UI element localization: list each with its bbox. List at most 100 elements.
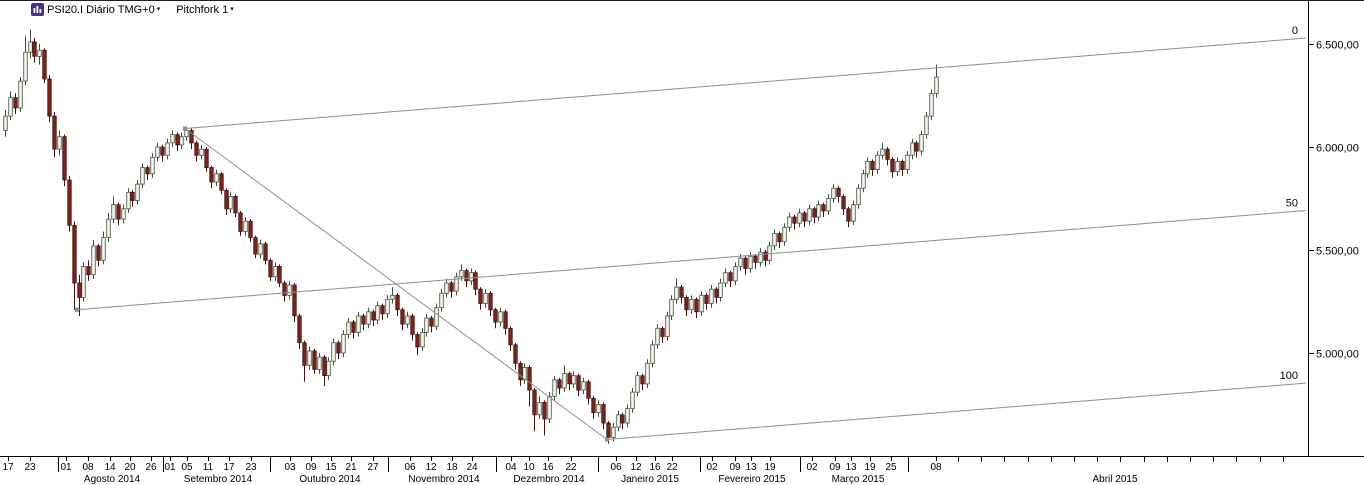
candle-body: [831, 187, 836, 199]
candle-body: [576, 375, 581, 391]
candle-body: [371, 311, 376, 321]
candle-body: [469, 272, 474, 282]
candle-body: [841, 195, 846, 210]
candle-body: [361, 315, 366, 325]
candle-body: [214, 173, 219, 183]
candle-body: [302, 342, 307, 366]
candle-body: [145, 167, 150, 175]
candle-body: [812, 208, 817, 218]
candle-body: [718, 282, 723, 298]
candle-body: [836, 187, 841, 197]
candle-body: [856, 187, 861, 206]
candle-body: [62, 136, 67, 181]
chevron-down-icon: ▾: [230, 6, 234, 13]
candle-body: [895, 160, 900, 173]
day-tick-label: 12: [630, 462, 642, 473]
candle-body: [596, 404, 601, 414]
day-tick-label: 16: [542, 462, 554, 473]
candle-body: [86, 266, 91, 276]
day-tick-label: 17: [223, 462, 235, 473]
candle-body: [919, 134, 924, 152]
candle-body: [434, 307, 439, 327]
pitchfork: [75, 37, 1307, 442]
day-tick-label: 27: [367, 462, 379, 473]
candle-body: [8, 97, 13, 117]
candle-body: [356, 315, 361, 333]
candle-body: [273, 266, 278, 278]
candle-body: [547, 395, 552, 420]
candle-body: [258, 243, 263, 255]
candle-body: [81, 266, 86, 298]
day-tick-label: 09: [829, 462, 841, 473]
candle-body: [714, 288, 719, 298]
candle-body: [709, 288, 714, 304]
candle-body: [57, 136, 62, 150]
pitchfork-level-label: 50: [1286, 198, 1298, 210]
pitchfork-lower-line: [606, 382, 1307, 440]
candle-body: [140, 167, 145, 185]
candle-body: [204, 148, 209, 169]
candle-body: [219, 173, 224, 191]
candle-body: [522, 366, 527, 381]
candles-layer: [3, 29, 939, 444]
candle-body: [282, 282, 287, 296]
candle-body: [537, 401, 542, 416]
candle-body: [767, 245, 772, 261]
candle-body: [640, 375, 645, 385]
indicator-dropdown[interactable]: Pitchfork 1 ▾: [176, 4, 233, 16]
candle-body: [777, 233, 782, 243]
candle-body: [96, 245, 101, 261]
candle-body: [665, 315, 670, 337]
candle-body: [405, 315, 410, 325]
day-tick-label: 20: [124, 462, 136, 473]
day-tick-label: 23: [245, 462, 257, 473]
candle-body: [635, 375, 640, 393]
candle-body: [758, 251, 763, 263]
pitchfork-level-label: 100: [1280, 370, 1298, 382]
price-axis-label: 5.000,00: [1316, 349, 1359, 361]
candle-body: [679, 286, 684, 298]
candle-body: [439, 292, 444, 309]
candle-body: [28, 41, 33, 53]
day-tick-label: 03: [284, 462, 296, 473]
candle-body: [704, 294, 709, 304]
candle-body: [723, 272, 728, 284]
candle-body: [733, 266, 738, 282]
day-tick-label: 12: [425, 462, 437, 473]
symbol-timeframe-label: PSI20.I Diário TMG+0: [47, 3, 155, 16]
candle-body: [645, 362, 650, 385]
pitchfork-anchor: [605, 437, 609, 442]
pitchfork-level-label: 0: [1292, 25, 1298, 37]
candle-body: [581, 381, 586, 391]
day-tick-label: 01: [60, 462, 72, 473]
month-label: Outubro 2014: [299, 474, 361, 485]
candle-body: [199, 148, 204, 156]
candle-body: [449, 282, 454, 292]
candle-body: [336, 342, 341, 354]
day-tick-label: 14: [104, 462, 116, 473]
candle-body: [870, 160, 875, 170]
chart-legend: PSI20.I Diário TMG+0 ▾ Pitchfork 1 ▾: [31, 3, 234, 16]
candle-body: [326, 360, 331, 377]
candle-body: [385, 298, 390, 315]
candle-body: [155, 146, 160, 158]
day-tick-label: 17: [2, 462, 14, 473]
candle-body: [625, 408, 630, 424]
day-tick-label: 26: [145, 462, 157, 473]
candle-body: [591, 397, 596, 414]
candle-body: [18, 80, 23, 109]
candle-body: [3, 115, 8, 131]
candle-body: [160, 146, 165, 156]
pitchfork-anchor: [75, 307, 79, 312]
candle-body: [699, 294, 704, 313]
price-axis-label: 5.500,00: [1316, 246, 1359, 258]
candle-body: [292, 284, 297, 317]
candle-body: [910, 142, 915, 156]
candle-body: [395, 294, 400, 311]
symbol-timeframe-dropdown[interactable]: PSI20.I Diário TMG+0 ▾: [47, 4, 160, 16]
candle-body: [351, 321, 356, 333]
month-label: Agosto 2014: [84, 474, 141, 485]
candle-body: [170, 134, 175, 144]
candle-body: [366, 311, 371, 325]
day-tick-label: 02: [806, 462, 818, 473]
